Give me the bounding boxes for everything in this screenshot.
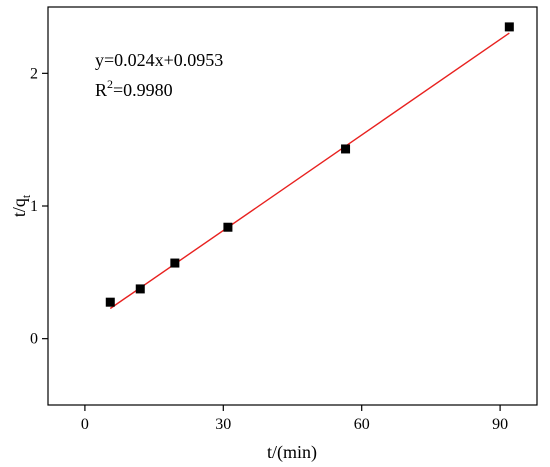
- x-tick-label: 60: [354, 416, 370, 433]
- data-point: [504, 22, 514, 32]
- y-tick-label: 1: [30, 198, 38, 215]
- r2-annotation: R2=0.9980: [95, 77, 173, 100]
- data-points: [105, 22, 514, 307]
- data-point: [170, 258, 180, 268]
- fit-line: [109, 32, 510, 310]
- x-axis-label: t/(min): [267, 442, 317, 463]
- x-tick-label: 30: [215, 416, 231, 433]
- data-point: [341, 144, 351, 154]
- x-axis-ticks: 0 30 60 90: [81, 405, 508, 433]
- y-tick-label: 2: [30, 65, 38, 82]
- x-tick-label: 0: [81, 416, 89, 433]
- data-point: [105, 297, 115, 307]
- y-tick-label: 0: [30, 331, 38, 348]
- data-point: [135, 284, 145, 294]
- y-axis-ticks: 0 1 2: [30, 65, 48, 348]
- equation-annotation: y=0.024x+0.0953: [95, 50, 223, 70]
- y-axis-label: t/qt: [9, 194, 33, 217]
- x-tick-label: 90: [492, 416, 508, 433]
- data-point: [223, 222, 233, 232]
